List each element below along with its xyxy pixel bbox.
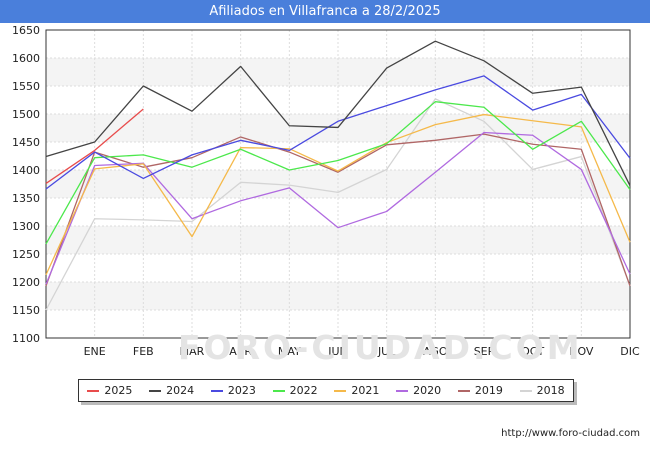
x-tick-label: DIC [620, 345, 640, 358]
x-tick-label: JUN [327, 345, 348, 358]
series-line-2021 [45, 113, 631, 275]
legend-item-2022: 2022 [272, 384, 318, 397]
legend-swatch [519, 389, 532, 392]
legend-swatch [149, 389, 162, 392]
x-tick-label: ABR [229, 345, 252, 358]
legend-item-2024: 2024 [149, 384, 194, 397]
legend-label: 2023 [227, 384, 256, 397]
legend-item-2019: 2019 [457, 384, 503, 397]
legend-item-2018: 2018 [519, 384, 565, 397]
y-tick-label: 1100 [12, 332, 40, 345]
source-url[interactable]: http://www.foro-ciudad.com [501, 428, 640, 439]
y-tick-label: 1650 [12, 24, 40, 37]
legend-label: 2021 [351, 384, 380, 397]
x-tick-label: SEP [474, 345, 495, 358]
legend-label: 2022 [289, 384, 318, 397]
legend-item-2025: 2025 [87, 384, 132, 397]
legend-item-2021: 2021 [334, 384, 379, 397]
x-tick-label: MAR [180, 345, 205, 358]
legend-swatch [396, 389, 409, 392]
series-line-2024 [45, 40, 631, 186]
legend-label: 2018 [536, 384, 565, 397]
x-tick-label: JUL [377, 345, 396, 358]
legend-swatch [87, 389, 100, 392]
legend-label: 2024 [166, 384, 195, 397]
legend-label: 2020 [413, 384, 442, 397]
legend: 2025 2024 2023 2022 2021 2020 2019 2018 [78, 379, 574, 402]
y-tick-label: 1600 [12, 52, 40, 65]
y-tick-label: 1550 [12, 80, 40, 93]
series-line-2022 [45, 101, 631, 245]
legend-label: 2025 [104, 384, 133, 397]
x-tick-label: NOV [569, 345, 594, 358]
legend-item-2020: 2020 [396, 384, 441, 397]
series-line-2018 [45, 98, 631, 311]
y-tick-label: 1400 [12, 164, 40, 177]
legend-swatch [334, 389, 347, 392]
legend-swatch [272, 389, 285, 392]
y-tick-label: 1350 [12, 192, 40, 205]
y-tick-label: 1450 [12, 136, 40, 149]
y-tick-label: 1300 [12, 220, 40, 233]
legend-label: 2019 [474, 384, 503, 397]
y-tick-label: 1500 [12, 108, 40, 121]
plot-border [45, 29, 631, 339]
legend-item-2023: 2023 [210, 384, 256, 397]
series-line-2019 [45, 133, 631, 287]
series-line-2025 [45, 108, 144, 184]
chart-title: Afiliados en Villafranca a 28/2/2025 [0, 0, 650, 23]
x-tick-label: MAY [278, 345, 301, 358]
series-line-2023 [45, 75, 631, 190]
y-tick-label: 1200 [12, 276, 40, 289]
watermark: FORO-CIUDAD.COM [178, 328, 583, 367]
x-tick-label: ENE [84, 345, 106, 358]
x-tick-label: OCT [521, 345, 544, 358]
x-tick-label: AGO [423, 345, 448, 358]
legend-swatch [457, 389, 470, 392]
y-tick-label: 1250 [12, 248, 40, 261]
x-tick-label: FEB [133, 345, 154, 358]
y-tick-label: 1150 [12, 304, 40, 317]
legend-swatch [210, 389, 223, 392]
